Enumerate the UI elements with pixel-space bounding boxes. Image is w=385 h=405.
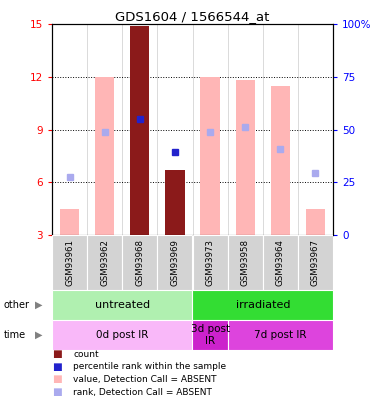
Bar [263,235,298,290]
Text: 7d post IR: 7d post IR [254,330,306,340]
Text: ■: ■ [52,350,62,359]
Text: other: other [4,300,30,310]
Bar [201,77,220,235]
Bar [236,81,255,235]
Text: GSM93964: GSM93964 [276,239,285,286]
Text: ▶: ▶ [35,300,43,310]
Text: GSM93961: GSM93961 [65,239,74,286]
Text: percentile rank within the sample: percentile rank within the sample [73,362,226,371]
Text: GSM93968: GSM93968 [135,239,144,286]
Text: 0d post IR: 0d post IR [96,330,149,340]
Text: GSM93958: GSM93958 [241,239,250,286]
Bar [271,86,290,235]
Bar [95,77,114,235]
Text: GSM93969: GSM93969 [171,239,179,286]
Text: GSM93973: GSM93973 [206,239,214,286]
Text: time: time [4,330,26,340]
Bar [157,235,192,290]
Text: GSM93962: GSM93962 [100,239,109,286]
Bar [122,235,157,290]
Title: GDS1604 / 1566544_at: GDS1604 / 1566544_at [116,10,270,23]
Bar [298,235,333,290]
Bar [228,235,263,290]
Text: GSM93967: GSM93967 [311,239,320,286]
Text: irradiated: irradiated [236,300,290,310]
Text: ■: ■ [52,387,62,397]
Text: ■: ■ [52,375,62,384]
Bar [192,290,333,320]
Text: 3d post
IR: 3d post IR [191,324,229,346]
Text: rank, Detection Call = ABSENT: rank, Detection Call = ABSENT [73,388,212,396]
Bar [192,320,228,350]
Bar [228,320,333,350]
Bar [192,235,228,290]
Bar [165,170,184,235]
Text: ■: ■ [52,362,62,372]
Bar [60,209,79,235]
Text: ▶: ▶ [35,330,43,340]
Bar [306,209,325,235]
Bar [52,290,192,320]
Bar [52,320,192,350]
Text: value, Detection Call = ABSENT: value, Detection Call = ABSENT [73,375,217,384]
Text: untreated: untreated [95,300,150,310]
Text: count: count [73,350,99,359]
Bar [87,235,122,290]
Bar [52,235,87,290]
Bar [130,26,149,235]
